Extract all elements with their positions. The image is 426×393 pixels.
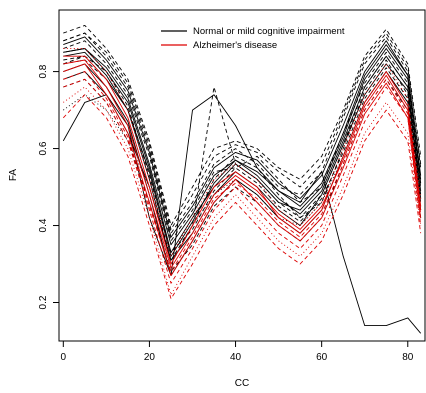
y-axis-title: FA bbox=[8, 169, 19, 182]
y-axis: 0.2 0.4 0.6 0.8 bbox=[38, 64, 59, 309]
x-axis: 0 20 40 60 80 bbox=[61, 341, 414, 363]
normal-curve-8 bbox=[63, 78, 422, 273]
curves-layer bbox=[62, 24, 422, 334]
legend: Normal or mild cognitive impairment Alzh… bbox=[161, 26, 345, 51]
x-axis-title: CC bbox=[235, 378, 249, 389]
normal-curve-6 bbox=[63, 24, 422, 226]
normal-curve-15 bbox=[63, 32, 422, 230]
plot-frame bbox=[58, 9, 426, 342]
normal-curve-4 bbox=[63, 40, 422, 242]
alzheimers-curve-6 bbox=[62, 94, 422, 300]
normal-curve-11 bbox=[63, 44, 422, 246]
legend-label-alzheimers: Alzheimer's disease bbox=[193, 40, 277, 51]
y-tick-label-0.4: 0.4 bbox=[38, 218, 49, 232]
x-tick-label-20: 20 bbox=[144, 352, 156, 363]
x-tick-label-0: 0 bbox=[61, 352, 67, 363]
x-tick-label-40: 40 bbox=[230, 352, 242, 363]
x-tick-label-80: 80 bbox=[402, 352, 414, 363]
normal-curve-14 bbox=[63, 55, 422, 261]
alzheimers-curve-1 bbox=[63, 78, 422, 284]
normal-curve-9 bbox=[63, 36, 422, 238]
alzheimers-curve-5 bbox=[63, 59, 422, 269]
y-tick-label-0.8: 0.8 bbox=[38, 64, 49, 78]
y-tick-label-0.2: 0.2 bbox=[38, 295, 49, 309]
normal-curve-13 bbox=[62, 94, 422, 334]
x-tick-label-60: 60 bbox=[316, 352, 328, 363]
normal-curve-12 bbox=[63, 71, 422, 265]
alzheimers-curve-3 bbox=[63, 86, 422, 296]
normal-curve-5 bbox=[63, 63, 422, 261]
y-tick-label-0.6: 0.6 bbox=[38, 141, 49, 155]
alzheimers-curve-4 bbox=[63, 71, 422, 273]
alzheimers-curve-2 bbox=[63, 55, 422, 265]
legend-label-normal: Normal or mild cognitive impairment bbox=[193, 26, 345, 37]
